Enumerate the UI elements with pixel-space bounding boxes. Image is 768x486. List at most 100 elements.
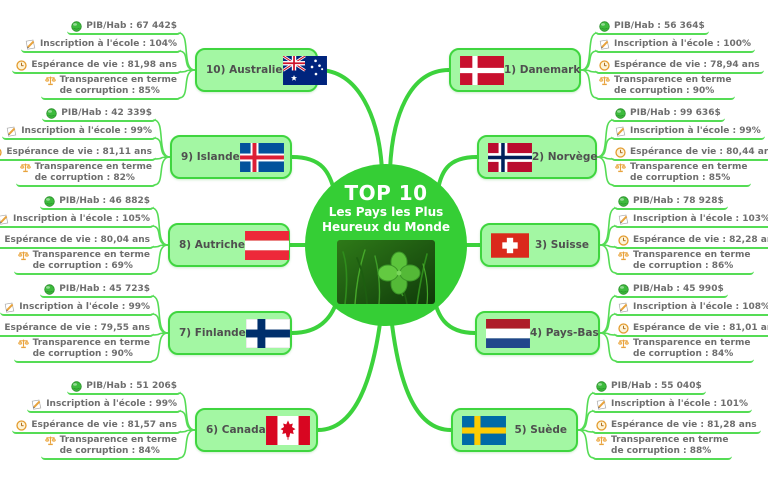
- stat-school-label: Inscription à l'école : 99%: [19, 302, 150, 312]
- scales-icon: [18, 250, 29, 261]
- stat-school-label: Inscription à l'école : 99%: [46, 399, 177, 409]
- clock-icon: [596, 420, 607, 431]
- stat-pib[interactable]: PIB/Hab : 78 928$: [614, 195, 728, 210]
- stat-corruption[interactable]: Transparence en terme de corruption : 84%: [614, 337, 755, 363]
- money-ball-icon: [599, 21, 610, 32]
- stat-connector: [178, 69, 196, 99]
- topic-danemark[interactable]: 1) Danemark: [449, 48, 581, 92]
- money-ball-icon: [618, 284, 629, 295]
- stat-life-label: Espérance de vie : 81,57 ans: [31, 420, 177, 430]
- stat-school[interactable]: Inscription à l'école : 99%: [611, 125, 765, 140]
- stat-school-label: Inscription à l'école : 104%: [39, 39, 177, 49]
- stat-life-label: Espérance de vie : 80,44 ans: [630, 147, 768, 157]
- stat-school[interactable]: Inscription à l'école : 103%: [614, 213, 768, 228]
- stat-school[interactable]: Inscription à l'école : 99%: [27, 398, 181, 413]
- stat-pib[interactable]: PIB/Hab : 45 723$: [40, 283, 154, 298]
- topic-finlande[interactable]: 7) Finlande: [168, 311, 292, 355]
- stat-corruption-label: Transparence en terme de corruption : 90%: [614, 75, 732, 96]
- topic-islande[interactable]: 9) Islande: [170, 135, 292, 179]
- stat-pib[interactable]: PIB/Hab : 56 364$: [595, 20, 709, 35]
- pencil-icon: [615, 126, 626, 137]
- stat-school[interactable]: Inscription à l'école : 100%: [595, 38, 756, 53]
- stat-pib-label: PIB/Hab : 55 040$: [611, 381, 702, 391]
- stat-life[interactable]: Espérance de vie : 82,28 ans: [614, 234, 768, 249]
- scales-icon: [618, 250, 629, 261]
- stat-life[interactable]: Espérance de vie : 80,04 ans: [0, 234, 154, 249]
- stat-pib[interactable]: PIB/Hab : 99 636$: [611, 107, 725, 122]
- stat-pib[interactable]: PIB/Hab : 46 882$: [40, 195, 154, 210]
- stat-school[interactable]: Inscription à l'école : 99%: [0, 301, 154, 316]
- branch-connector: [388, 68, 451, 172]
- topic-suede[interactable]: 5) Suède: [451, 408, 578, 452]
- topic-label: 5) Suède: [514, 424, 567, 436]
- stat-life[interactable]: Espérance de vie : 78,94 ans: [595, 59, 764, 74]
- stat-school[interactable]: Inscription à l'école : 105%: [0, 213, 154, 228]
- scales-icon: [20, 162, 31, 173]
- stat-corruption[interactable]: Transparence en terme de corruption : 86%: [614, 249, 755, 275]
- topic-australie[interactable]: 10) Australie: [195, 48, 327, 92]
- clover-photo: [337, 240, 435, 305]
- stat-pib[interactable]: PIB/Hab : 55 040$: [592, 380, 706, 395]
- stat-life-label: Espérance de vie : 81,01 ans: [633, 323, 768, 333]
- stat-life[interactable]: Espérance de vie : 81,98 ans: [12, 59, 181, 74]
- stat-life-label: Espérance de vie : 82,28 ans: [633, 235, 768, 245]
- stat-pib[interactable]: PIB/Hab : 67 442$: [67, 20, 181, 35]
- stat-school[interactable]: Inscription à l'école : 108%: [614, 301, 768, 316]
- scales-icon: [18, 338, 29, 349]
- pencil-icon: [0, 214, 9, 225]
- money-ball-icon: [44, 196, 55, 207]
- pencil-icon: [4, 302, 15, 313]
- money-ball-icon: [71, 21, 82, 32]
- branch-connector: [316, 314, 383, 432]
- central-title: TOP 10: [344, 181, 428, 205]
- stat-life[interactable]: Espérance de vie : 81,57 ans: [12, 419, 181, 434]
- stat-pib[interactable]: PIB/Hab : 42 339$: [42, 107, 156, 122]
- stat-school[interactable]: Inscription à l'école : 104%: [20, 38, 181, 53]
- four-leaf-clover: [377, 251, 421, 297]
- stat-connector: [599, 332, 617, 362]
- stat-connector: [178, 429, 196, 459]
- stat-school-label: Inscription à l'école : 105%: [12, 214, 150, 224]
- stat-life[interactable]: Espérance de vie : 81,01 ans: [614, 322, 768, 337]
- stat-pib[interactable]: PIB/Hab : 51 206$: [67, 380, 181, 395]
- stat-corruption[interactable]: Transparence en terme de corruption : 90%: [595, 74, 736, 100]
- topic-autriche[interactable]: 8) Autriche: [168, 223, 290, 267]
- stat-school[interactable]: Inscription à l'école : 101%: [592, 398, 753, 413]
- stat-life-label: Espérance de vie : 78,94 ans: [614, 60, 760, 70]
- topic-label: 8) Autriche: [179, 239, 245, 251]
- stat-pib[interactable]: PIB/Hab : 45 990$: [614, 283, 728, 298]
- pencil-icon: [599, 39, 610, 50]
- topic-suisse[interactable]: 3) Suisse: [480, 223, 600, 267]
- stat-corruption[interactable]: Transparence en terme de corruption : 90%: [13, 337, 154, 363]
- topic-norvege[interactable]: 2) Norvège: [477, 135, 598, 179]
- stat-school[interactable]: Inscription à l'école : 99%: [2, 125, 156, 140]
- stat-life[interactable]: Espérance de vie : 80,44 ans: [611, 146, 768, 161]
- stat-corruption[interactable]: Transparence en terme de corruption : 85%: [40, 74, 181, 100]
- stat-school-label: Inscription à l'école : 100%: [614, 39, 752, 49]
- stat-life[interactable]: Espérance de vie : 81,11 ans: [0, 146, 156, 161]
- money-ball-icon: [615, 108, 626, 119]
- stat-life[interactable]: Espérance de vie : 81,28 ans: [592, 419, 761, 434]
- stat-pib-label: PIB/Hab : 51 206$: [86, 381, 177, 391]
- stat-corruption[interactable]: Transparence en terme de corruption : 69%: [13, 249, 154, 275]
- stat-pib-label: PIB/Hab : 99 636$: [630, 108, 721, 118]
- stat-corruption[interactable]: Transparence en terme de corruption : 85%: [611, 161, 752, 187]
- central-topic[interactable]: TOP 10 Les Pays les Plus Heureux du Mond…: [305, 164, 467, 326]
- stat-corruption-label: Transparence en terme de corruption : 88%: [611, 435, 729, 456]
- pencil-icon: [6, 126, 17, 137]
- topic-label: 2) Norvège: [532, 151, 598, 163]
- scales-icon: [599, 75, 610, 86]
- pencil-icon: [31, 399, 42, 410]
- stat-corruption-label: Transparence en terme de corruption : 90%: [32, 338, 150, 359]
- topic-pays-bas[interactable]: 4) Pays-Bas: [475, 311, 600, 355]
- stat-corruption-label: Transparence en terme de corruption : 84%: [633, 338, 751, 359]
- topic-canada[interactable]: 6) Canada: [195, 408, 318, 452]
- stat-corruption[interactable]: Transparence en terme de corruption : 88%: [592, 434, 733, 460]
- stat-corruption[interactable]: Transparence en terme de corruption : 84%: [40, 434, 181, 460]
- stat-school-label: Inscription à l'école : 103%: [633, 214, 768, 224]
- stat-corruption[interactable]: Transparence en terme de corruption : 82%: [15, 161, 156, 187]
- topic-label: 3) Suisse: [534, 239, 589, 251]
- flag-switzerland-icon: [491, 232, 529, 258]
- branch-connector: [389, 314, 453, 432]
- stat-life[interactable]: Espérance de vie : 79,55 ans: [0, 322, 154, 337]
